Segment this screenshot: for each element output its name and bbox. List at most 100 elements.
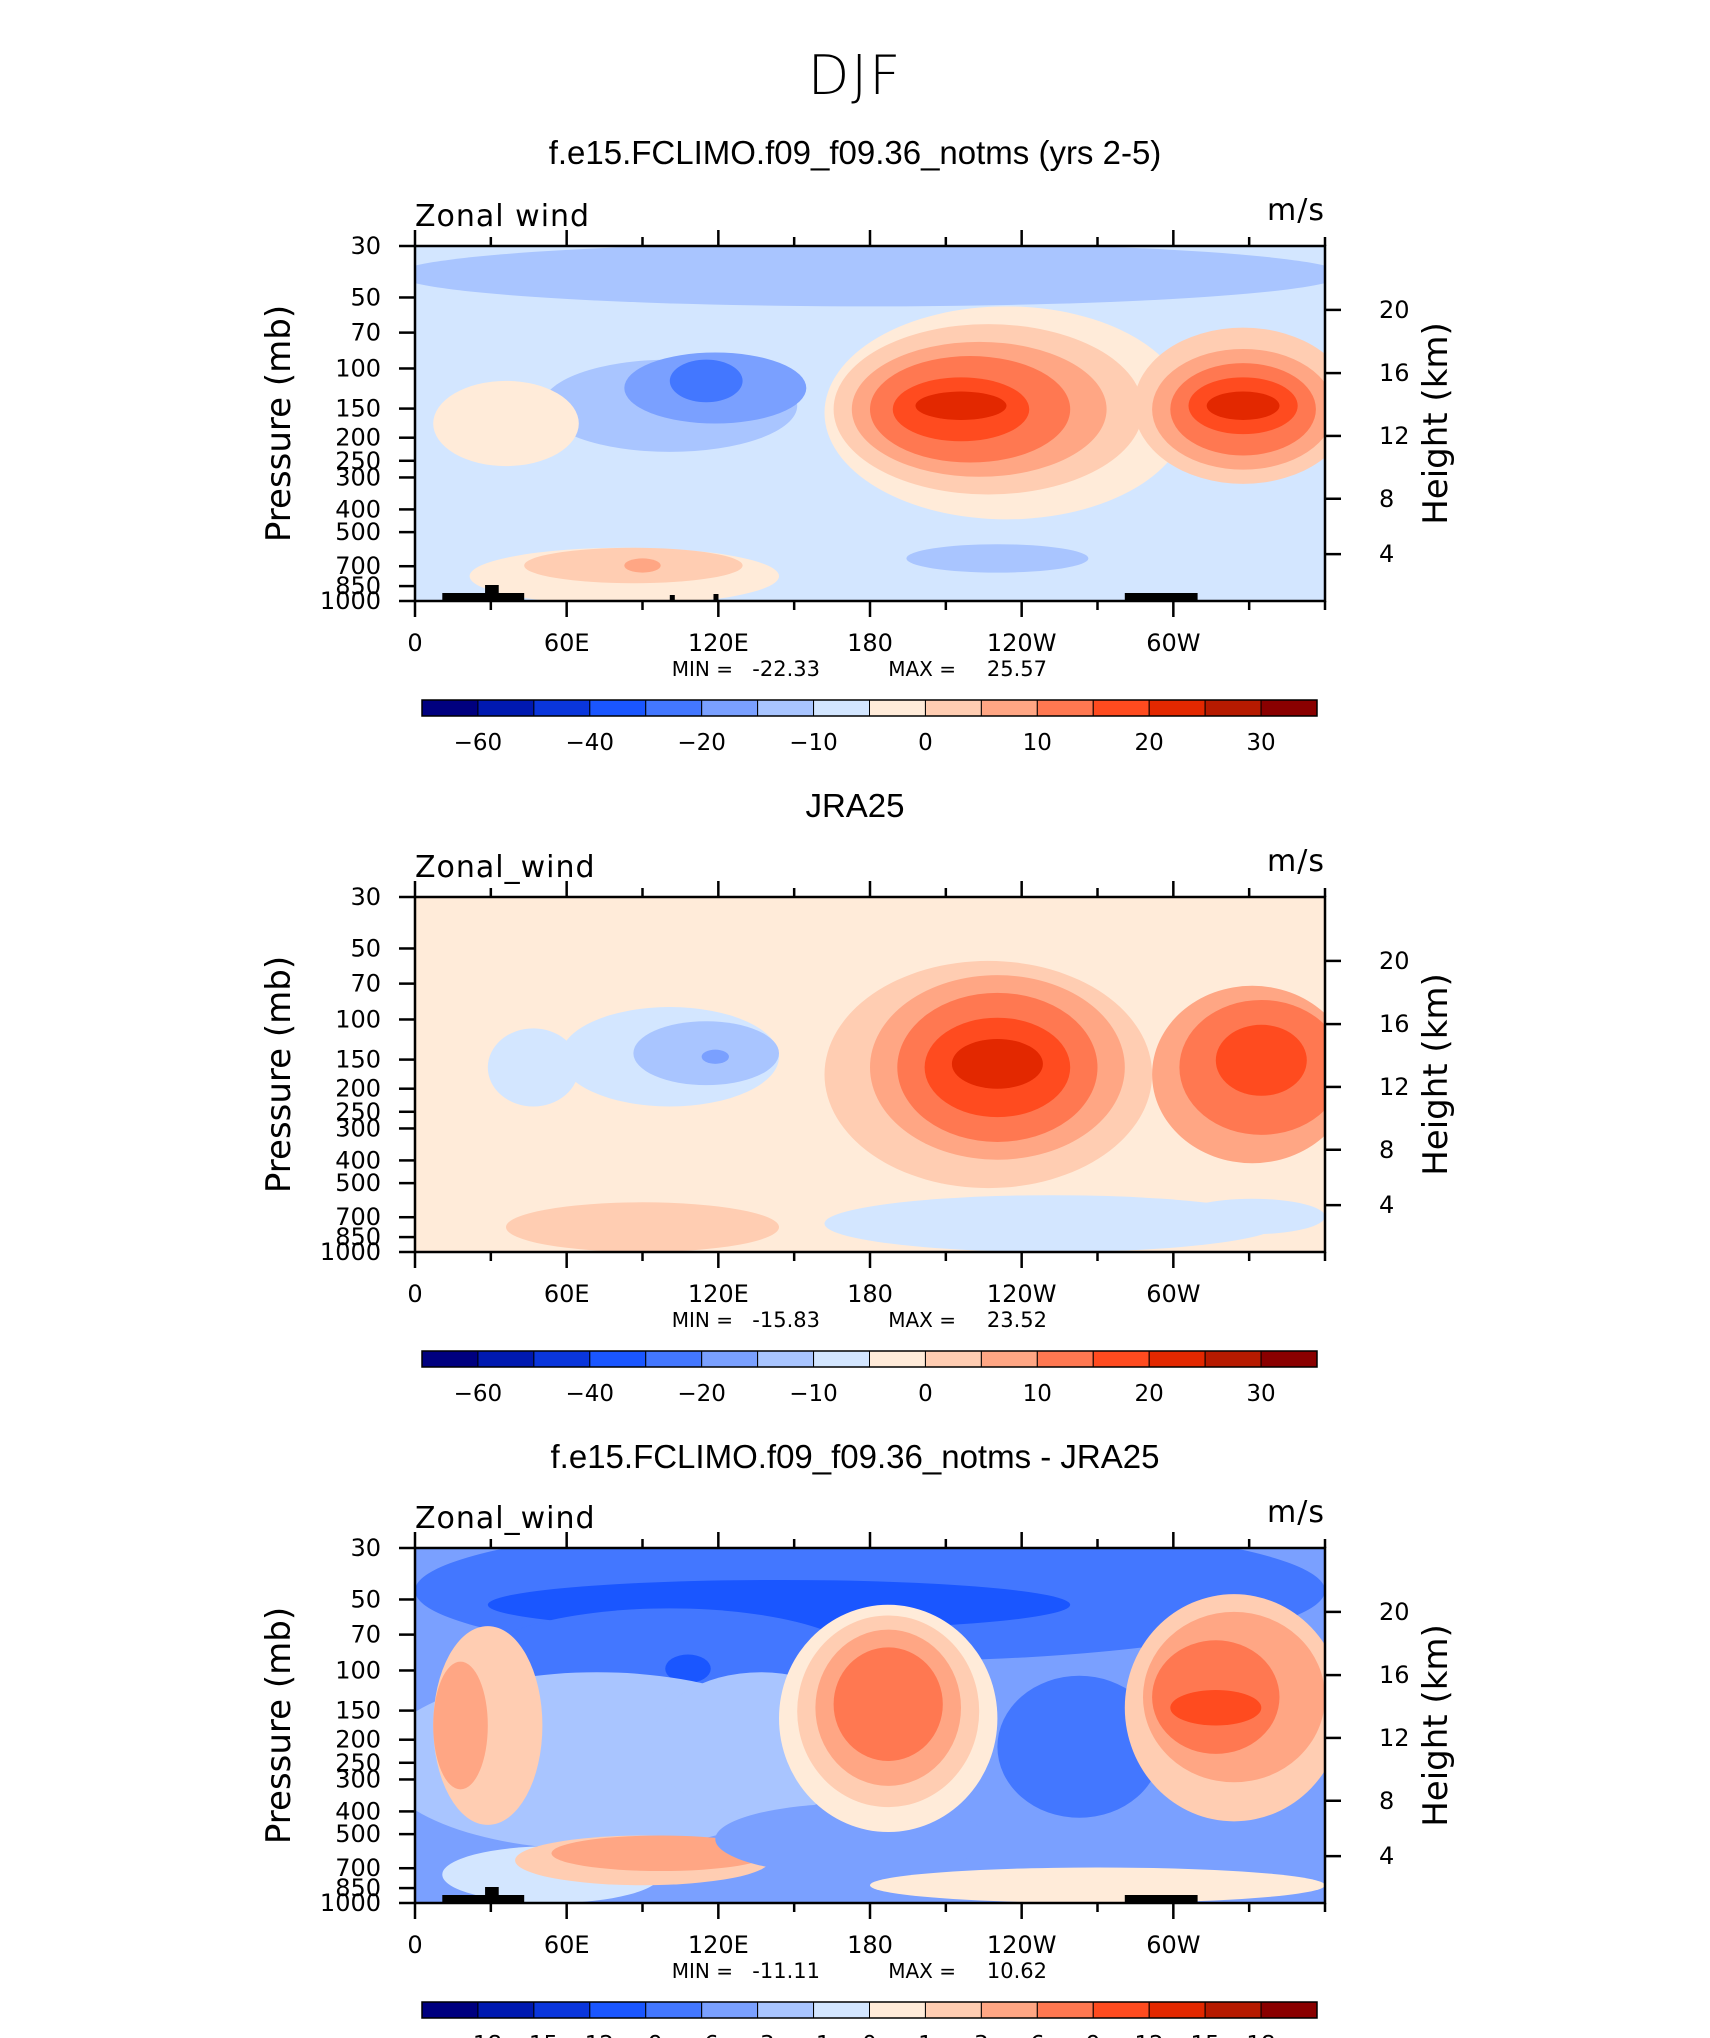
y2-tick-label: 20 — [1379, 296, 1410, 324]
colorbar-swatch — [645, 2001, 703, 2019]
colorbar-swatch — [757, 1350, 815, 1368]
y-tick-label: 300 — [335, 463, 381, 491]
units-label: m/s — [1267, 844, 1325, 879]
y-tick-label: 500 — [335, 1169, 381, 1197]
colorbar-label: −3 — [741, 2032, 775, 2038]
colorbar-swatch — [924, 699, 982, 717]
colorbar-label: −10 — [789, 1381, 838, 1407]
colorbar-swatch — [533, 699, 591, 717]
y2-tick-label: 8 — [1379, 1787, 1394, 1815]
x-tick-label: 60E — [544, 1280, 590, 1308]
colorbar-label: −40 — [566, 1381, 615, 1407]
contour-fills-3 — [415, 1548, 1325, 1903]
colorbar-swatch — [421, 2001, 479, 2019]
colorbar-label: −9 — [629, 2032, 663, 2038]
colorbar-swatch — [813, 1350, 870, 1368]
colorbar-label: 20 — [1135, 730, 1164, 756]
colorbar-swatch — [421, 699, 479, 717]
topography-block — [669, 595, 675, 601]
colorbar-swatch — [1092, 699, 1150, 717]
topography-block — [442, 593, 525, 601]
y-tick-label: 250 — [335, 1749, 381, 1777]
y2-axis-label: Height (km) — [1416, 973, 1456, 1176]
colorbar-swatch — [813, 2001, 870, 2019]
y-tick-label: 200 — [335, 424, 381, 452]
y-tick-label: 70 — [350, 319, 381, 347]
x-tick-label: 120E — [688, 629, 749, 657]
colorbar-swatch — [757, 2001, 815, 2019]
colorbar-swatch — [1092, 2001, 1150, 2019]
contour-region — [433, 1661, 488, 1790]
contour-region — [506, 1202, 779, 1252]
y-tick-label: 50 — [350, 934, 381, 962]
min-label: MIN = — [672, 657, 733, 681]
colorbar-swatch — [1092, 1350, 1150, 1368]
colorbar-swatch — [421, 1350, 479, 1368]
colorbar-label: 10 — [1023, 730, 1052, 756]
page-title: DJF — [807, 44, 903, 107]
colorbar-swatch — [533, 1350, 591, 1368]
colorbar-swatch — [533, 2001, 591, 2019]
y2-tick-label: 16 — [1379, 1661, 1410, 1689]
colorbar-swatch — [589, 1350, 647, 1368]
y2-tick-label: 4 — [1379, 1842, 1394, 1870]
colorbar-swatch — [1148, 2001, 1206, 2019]
y-tick-label: 30 — [350, 883, 381, 911]
colorbar-label: −1 — [797, 2032, 831, 2038]
y2-tick-label: 12 — [1379, 1073, 1410, 1101]
panel-2-title: JRA25 — [805, 787, 905, 824]
y-tick-label: 1000 — [320, 1889, 381, 1917]
y2-tick-label: 20 — [1379, 1598, 1410, 1626]
y-tick-label: 700 — [335, 1203, 381, 1231]
topography-block — [442, 1895, 525, 1903]
contour-region — [915, 391, 1007, 420]
colorbar-swatch — [477, 1350, 535, 1368]
colorbar-label: 6 — [1030, 2032, 1045, 2038]
y-tick-label: 400 — [335, 495, 381, 523]
x-tick-label: 60E — [544, 1931, 590, 1959]
contour-region — [1206, 391, 1280, 420]
contour-region — [906, 544, 1089, 573]
colorbar-label: 20 — [1135, 1381, 1164, 1407]
colorbar-label: −20 — [677, 730, 726, 756]
contour-region — [997, 1675, 1162, 1818]
min-value: -15.83 — [752, 1308, 820, 1332]
topography-block — [1124, 1895, 1198, 1903]
y-tick-label: 100 — [335, 354, 381, 382]
colorbar-swatch — [1036, 2001, 1094, 2019]
contour-region — [487, 1028, 579, 1107]
colorbar-label: −60 — [454, 1381, 503, 1407]
x-tick-label: 120E — [688, 1280, 749, 1308]
min-value: -11.11 — [752, 1959, 820, 1983]
max-value: 10.62 — [987, 1959, 1047, 1983]
y-axis-label: Pressure (mb) — [259, 1607, 299, 1844]
x-tick-label: 120E — [688, 1931, 749, 1959]
contour-region — [551, 1835, 770, 1872]
y-tick-label: 50 — [350, 283, 381, 311]
contour-region — [1170, 1690, 1262, 1726]
colorbar-label: 1 — [918, 2032, 933, 2038]
x-tick-label: 180 — [847, 1931, 893, 1959]
y-tick-label: 850 — [335, 1874, 381, 1902]
colorbar-label: 0 — [918, 1381, 933, 1407]
contour-region — [669, 359, 743, 403]
colorbar-swatch — [1036, 699, 1094, 717]
colorbar-swatch — [645, 1350, 703, 1368]
colorbar-swatch — [1204, 1350, 1262, 1368]
units-label: m/s — [1267, 1495, 1325, 1530]
y-tick-label: 30 — [350, 232, 381, 260]
topography-block — [1124, 593, 1198, 601]
colorbar-swatch — [869, 2001, 926, 2019]
max-label: MAX = — [888, 1308, 956, 1332]
y-tick-label: 400 — [335, 1797, 381, 1825]
colorbar-swatch — [869, 1350, 926, 1368]
contour-fills-2 — [487, 960, 1325, 1252]
colorbar-label: −60 — [454, 730, 503, 756]
min-label: MIN = — [672, 1308, 733, 1332]
colorbar-swatch — [924, 1350, 982, 1368]
colorbar-label: −15 — [510, 2032, 559, 2038]
colorbar-swatch — [1036, 1350, 1094, 1368]
contour-region — [701, 1049, 729, 1064]
colorbar-label: 3 — [974, 2032, 989, 2038]
x-tick-label: 0 — [407, 629, 422, 657]
